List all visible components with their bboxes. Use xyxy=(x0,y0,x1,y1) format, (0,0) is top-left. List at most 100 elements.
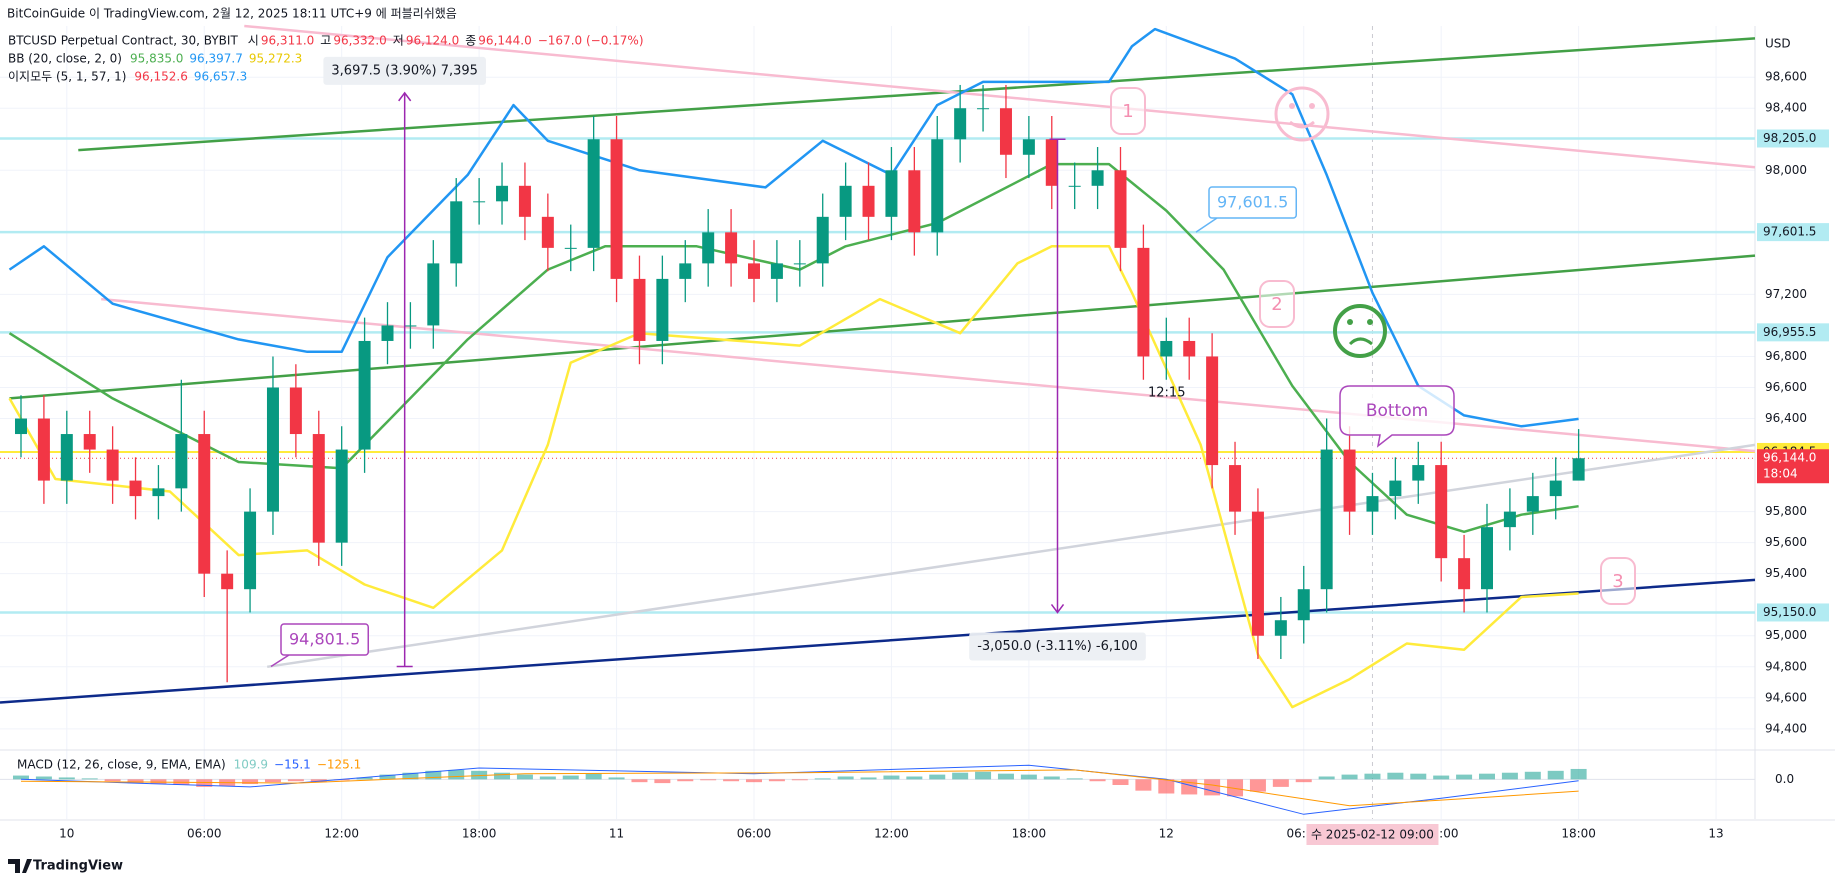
measure-label: -3,050.0 (-3.11%) -6,100 xyxy=(977,639,1138,654)
x-tick-label: 06:00 xyxy=(187,827,222,841)
candle-body xyxy=(1206,356,1219,466)
macd-bar xyxy=(975,771,992,780)
candle-body xyxy=(473,201,486,203)
macd-bar xyxy=(35,776,52,780)
macd-bar xyxy=(402,772,419,780)
macd-bar xyxy=(494,772,511,780)
price-marker-label: 98,205.0 xyxy=(1763,131,1816,145)
candle-body xyxy=(1343,449,1356,512)
candle-body xyxy=(747,263,760,279)
smiley-eye xyxy=(1347,319,1353,325)
macd-bar xyxy=(356,777,373,780)
candle-body xyxy=(404,325,417,327)
price-marker-box xyxy=(1757,323,1829,342)
candle-body xyxy=(83,434,96,450)
candle-body xyxy=(1435,465,1448,559)
candle-body xyxy=(725,232,738,264)
y-tick-label: 94,800 xyxy=(1765,659,1807,673)
candle-body xyxy=(999,108,1012,155)
macd-bar xyxy=(860,777,877,780)
macd-bar xyxy=(1158,779,1175,794)
time-note: 12:15 xyxy=(1148,386,1185,401)
y-tick-label: 98,000 xyxy=(1765,163,1807,177)
macd-bar xyxy=(631,779,648,783)
legend-ohlc-name: 저 xyxy=(393,34,404,48)
candle-body xyxy=(221,573,234,590)
trendline xyxy=(78,37,1756,152)
candle-body xyxy=(839,185,852,217)
candle-body xyxy=(427,263,440,326)
macd-bar xyxy=(1456,774,1473,780)
y-tick-label: 95,800 xyxy=(1765,504,1807,518)
indicator-title: 이지모두 (5, 1, 57, 1) xyxy=(8,70,126,84)
candle-body xyxy=(1320,449,1333,590)
trendline xyxy=(0,578,1756,704)
candle-body xyxy=(1022,139,1035,155)
legend-ohlc-name: 고 xyxy=(320,34,331,48)
candle-body xyxy=(816,216,829,264)
macd-bar xyxy=(81,778,98,780)
legend-ohlc-name: 종 xyxy=(465,34,476,48)
macd-bar xyxy=(1272,779,1289,787)
candle-body xyxy=(793,263,806,265)
macd-bar xyxy=(1135,779,1152,791)
measure-arrow xyxy=(1050,604,1065,614)
candle-body xyxy=(1458,558,1471,590)
candle-body xyxy=(289,387,302,435)
number-badge-label: 1 xyxy=(1122,101,1133,122)
candle-body xyxy=(1091,170,1104,186)
candle-body xyxy=(1572,458,1585,481)
macd-bar xyxy=(745,779,762,783)
y-tick-label: 96,400 xyxy=(1765,411,1807,425)
smiley-mouth xyxy=(1348,337,1373,346)
candle-body xyxy=(679,263,692,279)
smiley-eye xyxy=(1367,319,1373,325)
candle-body xyxy=(954,108,967,140)
y-tick-label: 97,200 xyxy=(1765,287,1807,301)
crosshair-time-label: 수 2025-02-12 09:00 xyxy=(1311,828,1434,842)
measure-box xyxy=(969,632,1146,661)
macd-title: MACD (12, 26, close, 9, EMA, EMA) xyxy=(17,758,226,772)
macd-bar xyxy=(906,776,923,780)
candle-body xyxy=(1251,511,1264,636)
callout-pointer xyxy=(270,654,290,668)
y-tick-label: 96,600 xyxy=(1765,380,1807,394)
footer-brand: TradingView xyxy=(33,859,123,874)
candle-body xyxy=(129,480,142,497)
x-tick-label: 18:00 xyxy=(1012,827,1047,841)
price-marker-box xyxy=(1757,223,1829,242)
measure-box xyxy=(323,56,486,85)
macd-bar xyxy=(1043,776,1060,780)
macd-bar xyxy=(12,775,29,780)
price-marker-box xyxy=(1757,129,1829,148)
number-badge-label: 2 xyxy=(1271,294,1282,315)
macd-bar xyxy=(1318,776,1335,780)
candle-body xyxy=(1389,480,1402,497)
candle-body xyxy=(14,418,27,435)
last-price-label: 96,144.0 xyxy=(1763,451,1816,465)
candle-body xyxy=(1366,496,1379,512)
candle-body xyxy=(770,263,783,279)
legend-ohlc-name: 시 xyxy=(248,34,259,48)
legend-ohlc-value: 96,311.0 xyxy=(261,34,314,48)
measure-label: 3,697.5 (3.90%) 7,395 xyxy=(331,63,478,78)
macd-bar xyxy=(1364,773,1381,780)
candle-body xyxy=(610,139,623,279)
macd-bar xyxy=(448,769,465,780)
trendline xyxy=(244,24,1756,169)
measure-arrow xyxy=(398,91,412,102)
candle-body xyxy=(175,434,188,489)
legend-ohlc-value: 96,124.0 xyxy=(406,34,459,48)
indicator-value: 95,272.3 xyxy=(249,52,302,66)
macd-bar xyxy=(196,779,213,787)
macd-bar xyxy=(287,779,304,782)
candle-body xyxy=(541,216,554,248)
legend-ohlc-value: 96,332.0 xyxy=(333,34,386,48)
macd-line xyxy=(20,764,1579,815)
macd-bar xyxy=(1295,779,1312,783)
macd-bar xyxy=(1433,775,1450,780)
indicator-value: 96,152.6 xyxy=(134,70,187,84)
candle-body xyxy=(1480,527,1493,590)
indicator-title: BB (20, close, 2, 0) xyxy=(8,52,122,66)
candle-body xyxy=(1114,170,1127,248)
